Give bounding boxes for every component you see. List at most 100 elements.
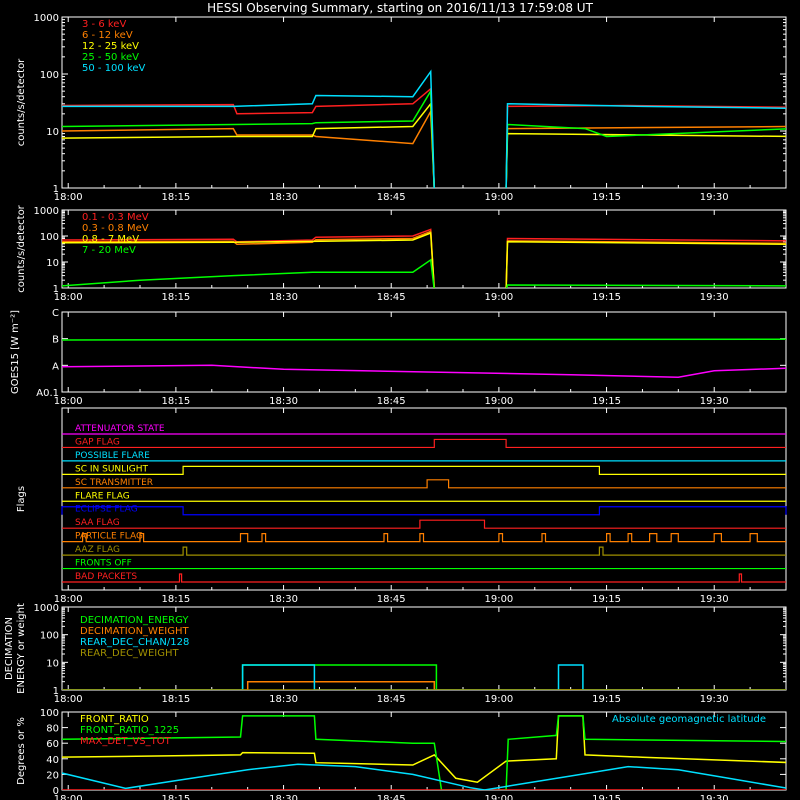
x-tick-label: 19:30 (700, 396, 729, 407)
x-tick-label: 19:00 (484, 694, 513, 705)
x-tick-label: 19:00 (484, 192, 513, 203)
series-line-0-8-7-mev (62, 231, 786, 288)
x-tick-label: 18:45 (377, 396, 406, 407)
legend-entry: 12 - 25 keV (82, 41, 139, 52)
x-tick-label: 19:15 (592, 396, 621, 407)
legend-entry: 50 - 100 keV (82, 63, 146, 74)
x-tick-label: 18:45 (377, 292, 406, 303)
x-tick-label: 19:15 (592, 794, 621, 800)
y-axis-label: ENERGY or weight (16, 603, 27, 694)
x-tick-label: 18:00 (54, 396, 83, 407)
series-line-0-1-0-3-mev (62, 228, 786, 288)
y-tick-label: 10 (46, 127, 59, 138)
flag-line-eclipse-flag (61, 506, 787, 516)
panel-1: 18:00 18:15 18:30 18:45 19:00 19:15 19:30 1 10 10… (16, 13, 787, 203)
x-tick-label: 18:15 (161, 794, 190, 800)
y-tick-label: 100 (40, 70, 59, 81)
y-tick-label: 100 (40, 631, 59, 642)
x-tick-label: 19:00 (484, 396, 513, 407)
y-tick-label: A (52, 361, 59, 372)
y-tick-label: 1 (53, 184, 59, 195)
x-tick-label: 18:30 (269, 794, 298, 800)
flag-label: GAP FLAG (75, 437, 120, 447)
y-axis-label: Flags (16, 486, 27, 512)
y-tick-label: 1000 (34, 13, 59, 24)
y-tick-label: 20 (46, 770, 59, 781)
x-tick-label: 18:30 (269, 396, 298, 407)
flag-line-particle-flag (62, 533, 786, 543)
panel-frame (61, 311, 787, 393)
x-tick-label: 19:15 (592, 694, 621, 705)
x-tick-label: 19:15 (592, 594, 621, 605)
flag-label: SC TRANSMITTER (75, 478, 153, 488)
legend-entry: REAR_DEC_WEIGHT (80, 648, 179, 659)
legend-entry: 7 - 20 MeV (82, 245, 136, 256)
x-tick-label: 19:00 (484, 292, 513, 303)
series-line-decimation-energy (62, 664, 786, 690)
x-tick-label: 19:30 (700, 694, 729, 705)
panel-6: 18:00 18:15 18:30 18:45 19:00 19:15 19:30 0 20 40… (16, 708, 787, 800)
legend-entry: 25 - 50 keV (82, 52, 139, 63)
x-tick-label: 18:15 (161, 396, 190, 407)
series-line-50-100-kev (62, 69, 786, 188)
plot-title: HESSI Observing Summary, starting on 201… (207, 1, 593, 15)
y-tick-label: 10 (46, 258, 59, 269)
x-tick-label: 19:15 (592, 192, 621, 203)
y-tick-label: 1 (53, 284, 59, 295)
x-tick-label: 19:30 (700, 794, 729, 800)
y-tick-label: 100 (40, 232, 59, 243)
x-tick-label: 18:30 (269, 694, 298, 705)
x-tick-label: 18:00 (54, 794, 83, 800)
series-line-rear-dec-chan-128 (62, 664, 786, 690)
x-tick-label: 19:30 (700, 292, 729, 303)
flag-label: POSSIBLE FLARE (75, 451, 150, 461)
series-line-3-6-kev (62, 87, 786, 188)
x-tick-label: 18:00 (54, 292, 83, 303)
panel-2: 18:00 18:15 18:30 18:45 19:00 19:15 19:30 1 10 10… (16, 204, 787, 303)
y-tick-label: A0.1 (36, 388, 59, 399)
flag-line-gap-flag (62, 438, 786, 449)
panel-3: 18:00 18:15 18:30 18:45 19:00 19:15 19:30 A0.1 A… (10, 308, 787, 407)
legend-entry: REAR_DEC_CHAN/128 (80, 637, 189, 648)
legend-entry: DECIMATION_WEIGHT (80, 626, 189, 637)
x-tick-label: 18:00 (54, 192, 83, 203)
flag-label: SAA FLAG (75, 518, 120, 528)
panels: 18:00 18:15 18:30 18:45 19:00 19:15 19:3011010… (4, 13, 787, 800)
panel-4: 18:00 18:15 18:30 18:45 19:00 19:15 19:30 Flags… (16, 407, 787, 605)
legend-entry: 3 - 6 keV (82, 19, 126, 30)
flag-label: AAZ FLAG (75, 545, 120, 555)
x-tick-label: 18:15 (161, 594, 190, 605)
flag-line-aaz-flag (62, 546, 786, 556)
flag-label: ECLIPSE FLAG (75, 505, 138, 515)
panel-frame (61, 407, 787, 591)
flag-label: FLARE FLAG (75, 491, 130, 501)
y-tick-label: 80 (46, 724, 59, 735)
y-axis-label: Degrees or % (16, 717, 27, 785)
series-line-6-12-kev (62, 108, 786, 188)
y-tick-label: 1000 (34, 206, 59, 217)
y-tick-label: 0 (53, 786, 59, 797)
flag-label: BAD PACKETS (75, 572, 137, 582)
panel-5: 18:00 18:15 18:30 18:45 19:00 19:15 19:30 1 10 10… (4, 603, 787, 705)
x-tick-label: 18:30 (269, 292, 298, 303)
x-tick-label: 18:45 (377, 694, 406, 705)
x-tick-label: 18:00 (54, 594, 83, 605)
flag-line-bad-packets (62, 573, 786, 583)
legend-entry: FRONT_RATIO (80, 714, 149, 725)
x-tick-label: 18:15 (161, 292, 190, 303)
x-tick-label: 19:30 (700, 192, 729, 203)
flag-line-sc-in-sunlight (62, 465, 786, 475)
legend-entry: DECIMATION_ENERGY (80, 615, 189, 626)
y-tick-label: 1000 (34, 603, 59, 614)
y-tick-label: 60 (46, 739, 59, 750)
legend-entry: 6 - 12 keV (82, 30, 133, 41)
legend-entry: FRONT_RATIO_1225 (80, 725, 179, 736)
y-tick-label: 10 (46, 658, 59, 669)
y-tick-label: 40 (46, 755, 59, 766)
flag-line-saa-flag (62, 519, 786, 529)
x-tick-label: 19:00 (484, 794, 513, 800)
y-tick-label: 1 (53, 686, 59, 697)
x-tick-label: 19:00 (484, 594, 513, 605)
x-tick-label: 19:30 (700, 594, 729, 605)
